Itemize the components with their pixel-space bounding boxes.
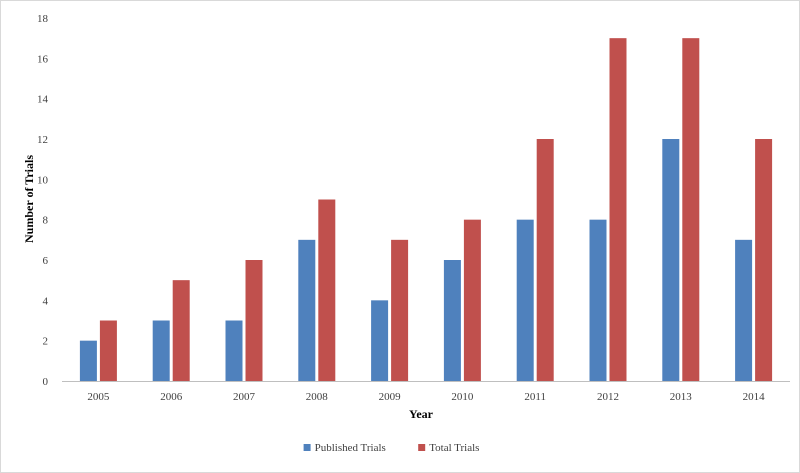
bar-total-trials — [99, 320, 117, 381]
y-tick-label: 16 — [37, 53, 49, 65]
y-tick-label: 0 — [43, 376, 49, 388]
x-axis-title: Year — [409, 407, 434, 421]
x-axis-ticks: 2005 2006 2007 2008 2009 2010 2011 2012 2013 2014 — [87, 391, 765, 403]
bar-total-trials — [318, 199, 336, 381]
bar-total-trials — [391, 239, 409, 381]
y-tick-label: 4 — [43, 295, 49, 307]
bar-published-trials — [516, 219, 534, 381]
bar-published-trials — [371, 300, 389, 381]
bar-total-trials — [172, 280, 190, 381]
x-tick-label: 2009 — [379, 391, 402, 403]
y-tick-label: 10 — [37, 174, 49, 186]
y-axis-title: Number of Trials — [22, 155, 36, 243]
x-tick-label: 2006 — [160, 391, 183, 403]
bar-total-trials — [609, 38, 627, 382]
y-tick-label: 18 — [37, 13, 49, 25]
bar-published-trials — [152, 320, 170, 381]
y-tick-label: 8 — [43, 215, 49, 227]
bar-total-trials — [245, 260, 263, 381]
x-tick-label: 2008 — [306, 391, 329, 403]
bar-published-trials — [443, 260, 461, 381]
legend-label: Total Trials — [429, 442, 479, 454]
bar-published-trials — [225, 320, 243, 381]
x-tick-label: 2005 — [87, 391, 110, 403]
bar-published-trials — [735, 239, 753, 381]
y-axis-ticks: 0 2 4 6 8 10 12 14 16 18 — [37, 13, 49, 388]
bars — [79, 38, 773, 382]
x-tick-label: 2013 — [670, 391, 693, 403]
bar-published-trials — [662, 139, 680, 381]
x-tick-label: 2010 — [451, 391, 474, 403]
x-tick-label: 2014 — [743, 391, 766, 403]
bar-total-trials — [536, 139, 554, 381]
legend-label: Published Trials — [315, 442, 386, 454]
bar-published-trials — [589, 219, 607, 381]
x-tick-label: 2011 — [524, 391, 546, 403]
bar-total-trials — [682, 38, 700, 382]
y-tick-label: 12 — [37, 134, 48, 146]
legend: Published Trials Total Trials — [303, 442, 479, 454]
bar-published-trials — [298, 239, 316, 381]
y-tick-label: 14 — [37, 94, 49, 106]
legend-swatch — [418, 444, 426, 451]
y-tick-label: 6 — [43, 255, 49, 267]
bar-total-trials — [463, 219, 481, 381]
bar-published-trials — [79, 340, 97, 381]
legend-swatch — [303, 444, 311, 451]
y-tick-label: 2 — [43, 336, 49, 348]
x-tick-label: 2007 — [233, 391, 256, 403]
bar-total-trials — [755, 139, 773, 381]
x-tick-label: 2012 — [597, 391, 619, 403]
